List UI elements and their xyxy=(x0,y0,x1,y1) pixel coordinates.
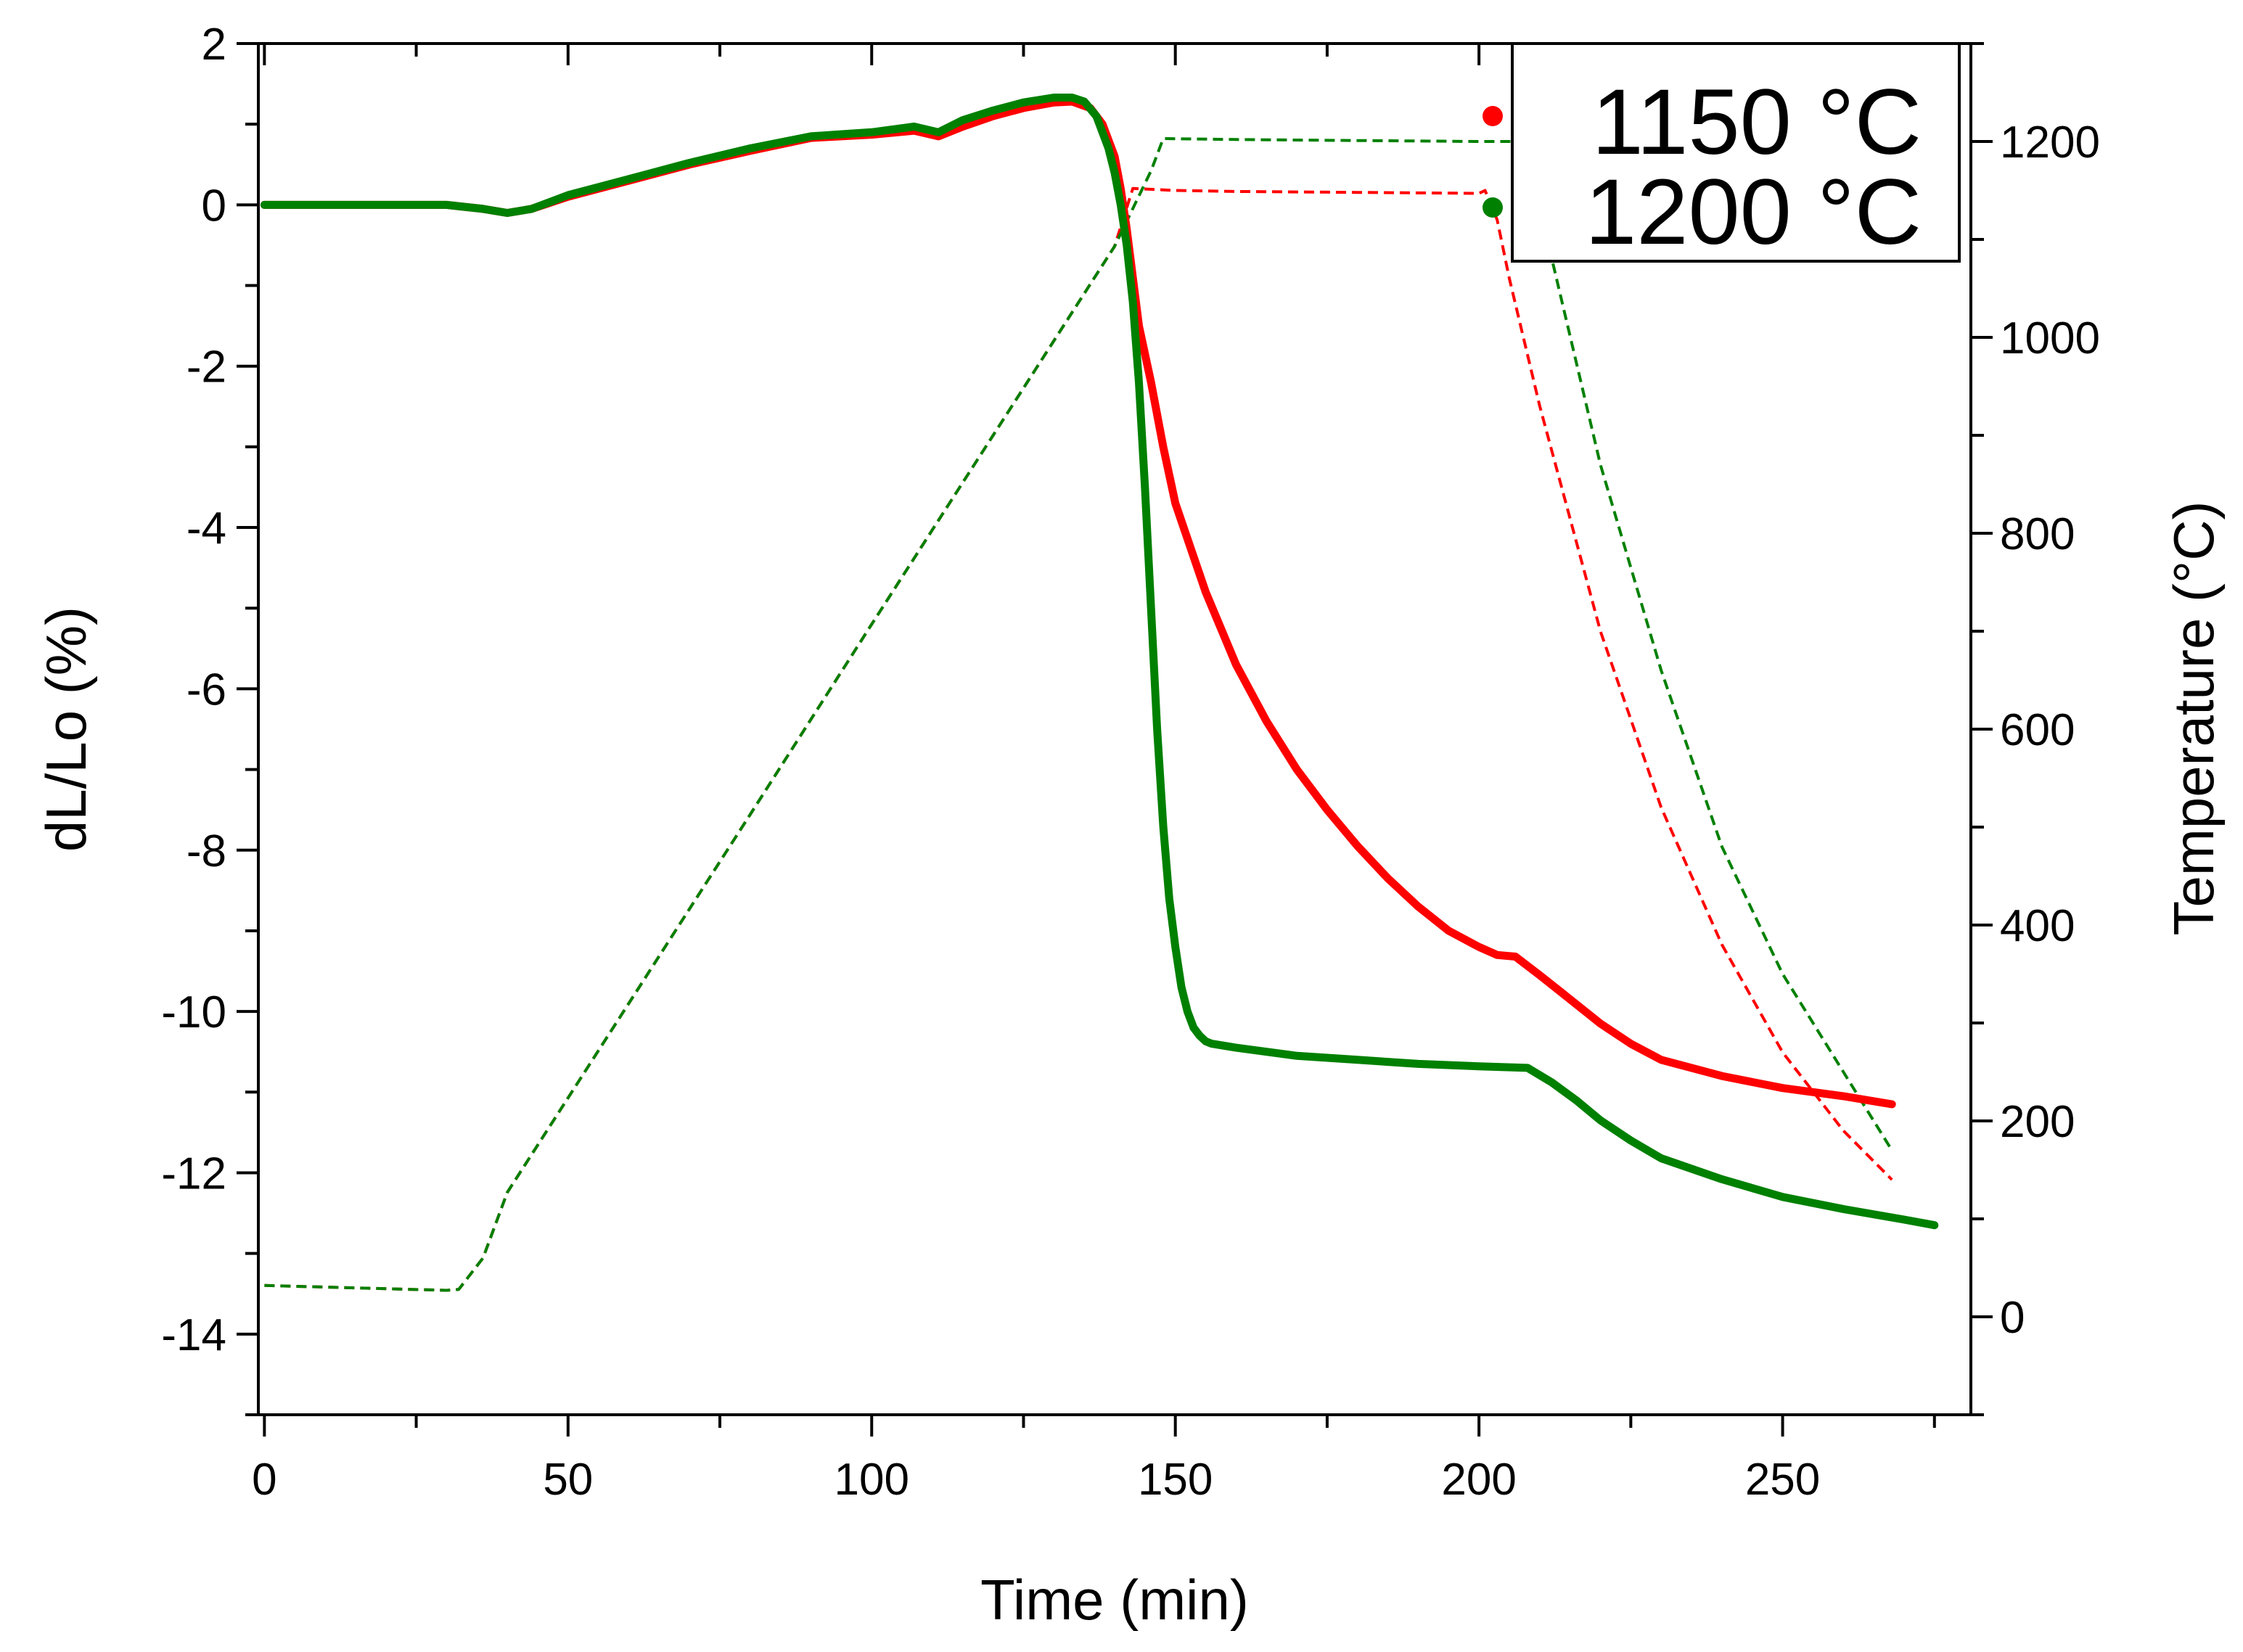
y-left-tick-label: -10 xyxy=(161,987,226,1037)
legend-marker-1200 xyxy=(1483,197,1503,218)
series-line-1200-c-dl-lo xyxy=(260,94,1939,1230)
legend-box xyxy=(1511,42,1961,263)
y-right-tick-label: 1000 xyxy=(2000,313,2100,363)
y-right-axis-title: Temperature (°C) xyxy=(2162,501,2226,935)
x-tick-label: 150 xyxy=(1138,1455,1213,1505)
y-right-tick-label: 0 xyxy=(2000,1293,2025,1343)
x-tick-label: 50 xyxy=(543,1455,593,1505)
y-right-tick-label: 200 xyxy=(2000,1097,2075,1147)
y-left-tick-label: -6 xyxy=(186,665,226,715)
tick-layer: 0 50 100 150 200 250 2 0 -2 -4 -6 -8 -10 -12 -14 1200 10… xyxy=(161,20,2100,1505)
y-left-axis-title: dL/Lo (%) xyxy=(34,607,98,852)
y-left-tick-label: -8 xyxy=(186,826,226,876)
legend-marker-1150 xyxy=(1483,106,1503,126)
y-right-tick-label: 600 xyxy=(2000,705,2075,755)
x-axis-title: Time (min) xyxy=(980,1568,1249,1632)
x-tick-label: 100 xyxy=(835,1455,909,1505)
y-left-tick-label: -14 xyxy=(161,1310,226,1360)
y-left-tick-label: -12 xyxy=(161,1148,226,1199)
y-right-tick-label: 800 xyxy=(2000,509,2075,559)
legend-label-1150: 1150 °C xyxy=(1592,70,1922,174)
x-tick-label: 250 xyxy=(1745,1455,1820,1505)
y-left-tick-label: -4 xyxy=(186,504,226,554)
legend: 1150 °C 1200 °C xyxy=(1483,42,1961,264)
x-tick-label: 0 xyxy=(252,1455,276,1505)
y-left-tick-label: 0 xyxy=(202,181,226,231)
series-layer xyxy=(260,94,1939,1292)
y-left-tick-label: 2 xyxy=(202,20,226,70)
y-right-tick-label: 1200 xyxy=(2000,118,2100,168)
y-left-tick-label: -2 xyxy=(186,342,226,393)
series-line-1200-c-temperature xyxy=(264,137,1893,1292)
x-tick-label: 200 xyxy=(1441,1455,1516,1505)
legend-label-1200: 1200 °C xyxy=(1585,160,1922,264)
y-right-tick-label: 400 xyxy=(2000,901,2075,951)
